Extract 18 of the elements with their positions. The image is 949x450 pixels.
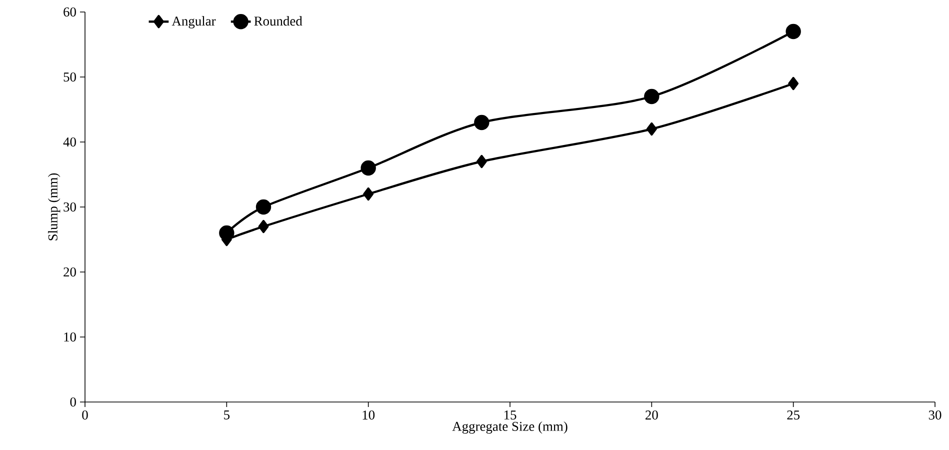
y-axis-title: Slump (mm) xyxy=(48,173,60,240)
y-tick-label: 40 xyxy=(63,137,76,147)
legend-label: Rounded xyxy=(254,16,302,26)
x-tick-label: 10 xyxy=(362,410,375,420)
x-tick-label: 25 xyxy=(787,410,800,420)
x-axis-title: Aggregate Size (mm) xyxy=(452,421,568,434)
y-tick-label: 10 xyxy=(64,332,76,342)
x-tick-label: 20 xyxy=(646,410,658,420)
y-tick-label: 0 xyxy=(70,397,76,407)
x-tick-label: 15 xyxy=(504,410,516,420)
x-tick-label: 30 xyxy=(928,410,942,420)
y-tick-label: 20 xyxy=(64,267,76,277)
y-tick-label: 30 xyxy=(64,202,76,212)
y-tick-label: 60 xyxy=(64,7,76,17)
x-tick-label: 5 xyxy=(224,410,230,420)
x-tick-label: 0 xyxy=(82,410,88,420)
legend-label: Angular xyxy=(172,16,216,28)
y-tick-label: 50 xyxy=(64,72,76,82)
